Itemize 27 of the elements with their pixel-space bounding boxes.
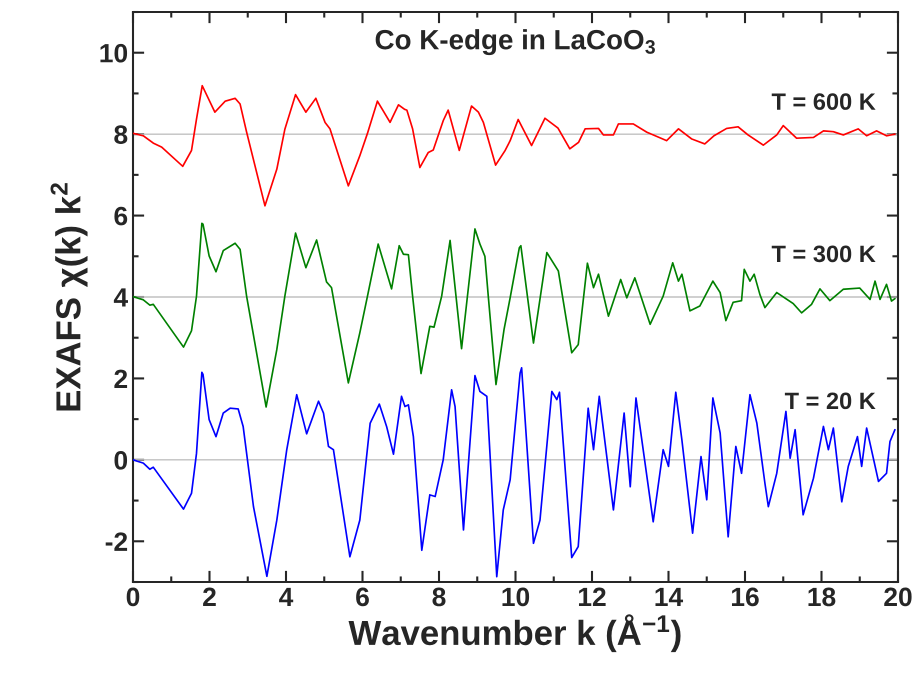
x-tick-label: 14 (655, 588, 684, 606)
x-tick-label: 6 (356, 588, 369, 606)
x-tick-label: 4 (279, 588, 294, 606)
x-axis-title: Wavenumber k (Å$^{−1}$) (348, 614, 681, 652)
line-series (133, 222, 896, 408)
y-tick-label: 8 (114, 125, 128, 144)
y-axis-title: EXAFS χ(k) k$^{2}$ (50, 183, 88, 410)
y-tick-label: 10 (100, 44, 128, 63)
x-tick-label: 12 (578, 588, 606, 606)
y-tick-label: 2 (114, 370, 128, 388)
x-tick-label: 2 (203, 588, 216, 606)
x-tick-label: 8 (432, 588, 446, 606)
series-label: T = 300 K (772, 245, 876, 262)
x-tick-label: 16 (732, 588, 759, 606)
x-tick-label: 10 (502, 588, 530, 606)
line-series (133, 84, 896, 207)
y-tick-label: 0 (114, 450, 128, 470)
line-series (133, 367, 896, 578)
y-tick-label: -2 (106, 532, 128, 551)
x-tick-label: 20 (884, 588, 912, 606)
series-label: T = 600 K (772, 93, 876, 110)
series-label: T = 20 K (784, 392, 876, 410)
x-tick-label: 18 (808, 588, 836, 606)
x-tick-label: 0 (126, 588, 140, 606)
y-tick-label: 6 (114, 206, 128, 226)
y-tick-label: 4 (114, 288, 128, 307)
text: Co K-edge in LaCoO$_{3}$ (376, 29, 655, 56)
